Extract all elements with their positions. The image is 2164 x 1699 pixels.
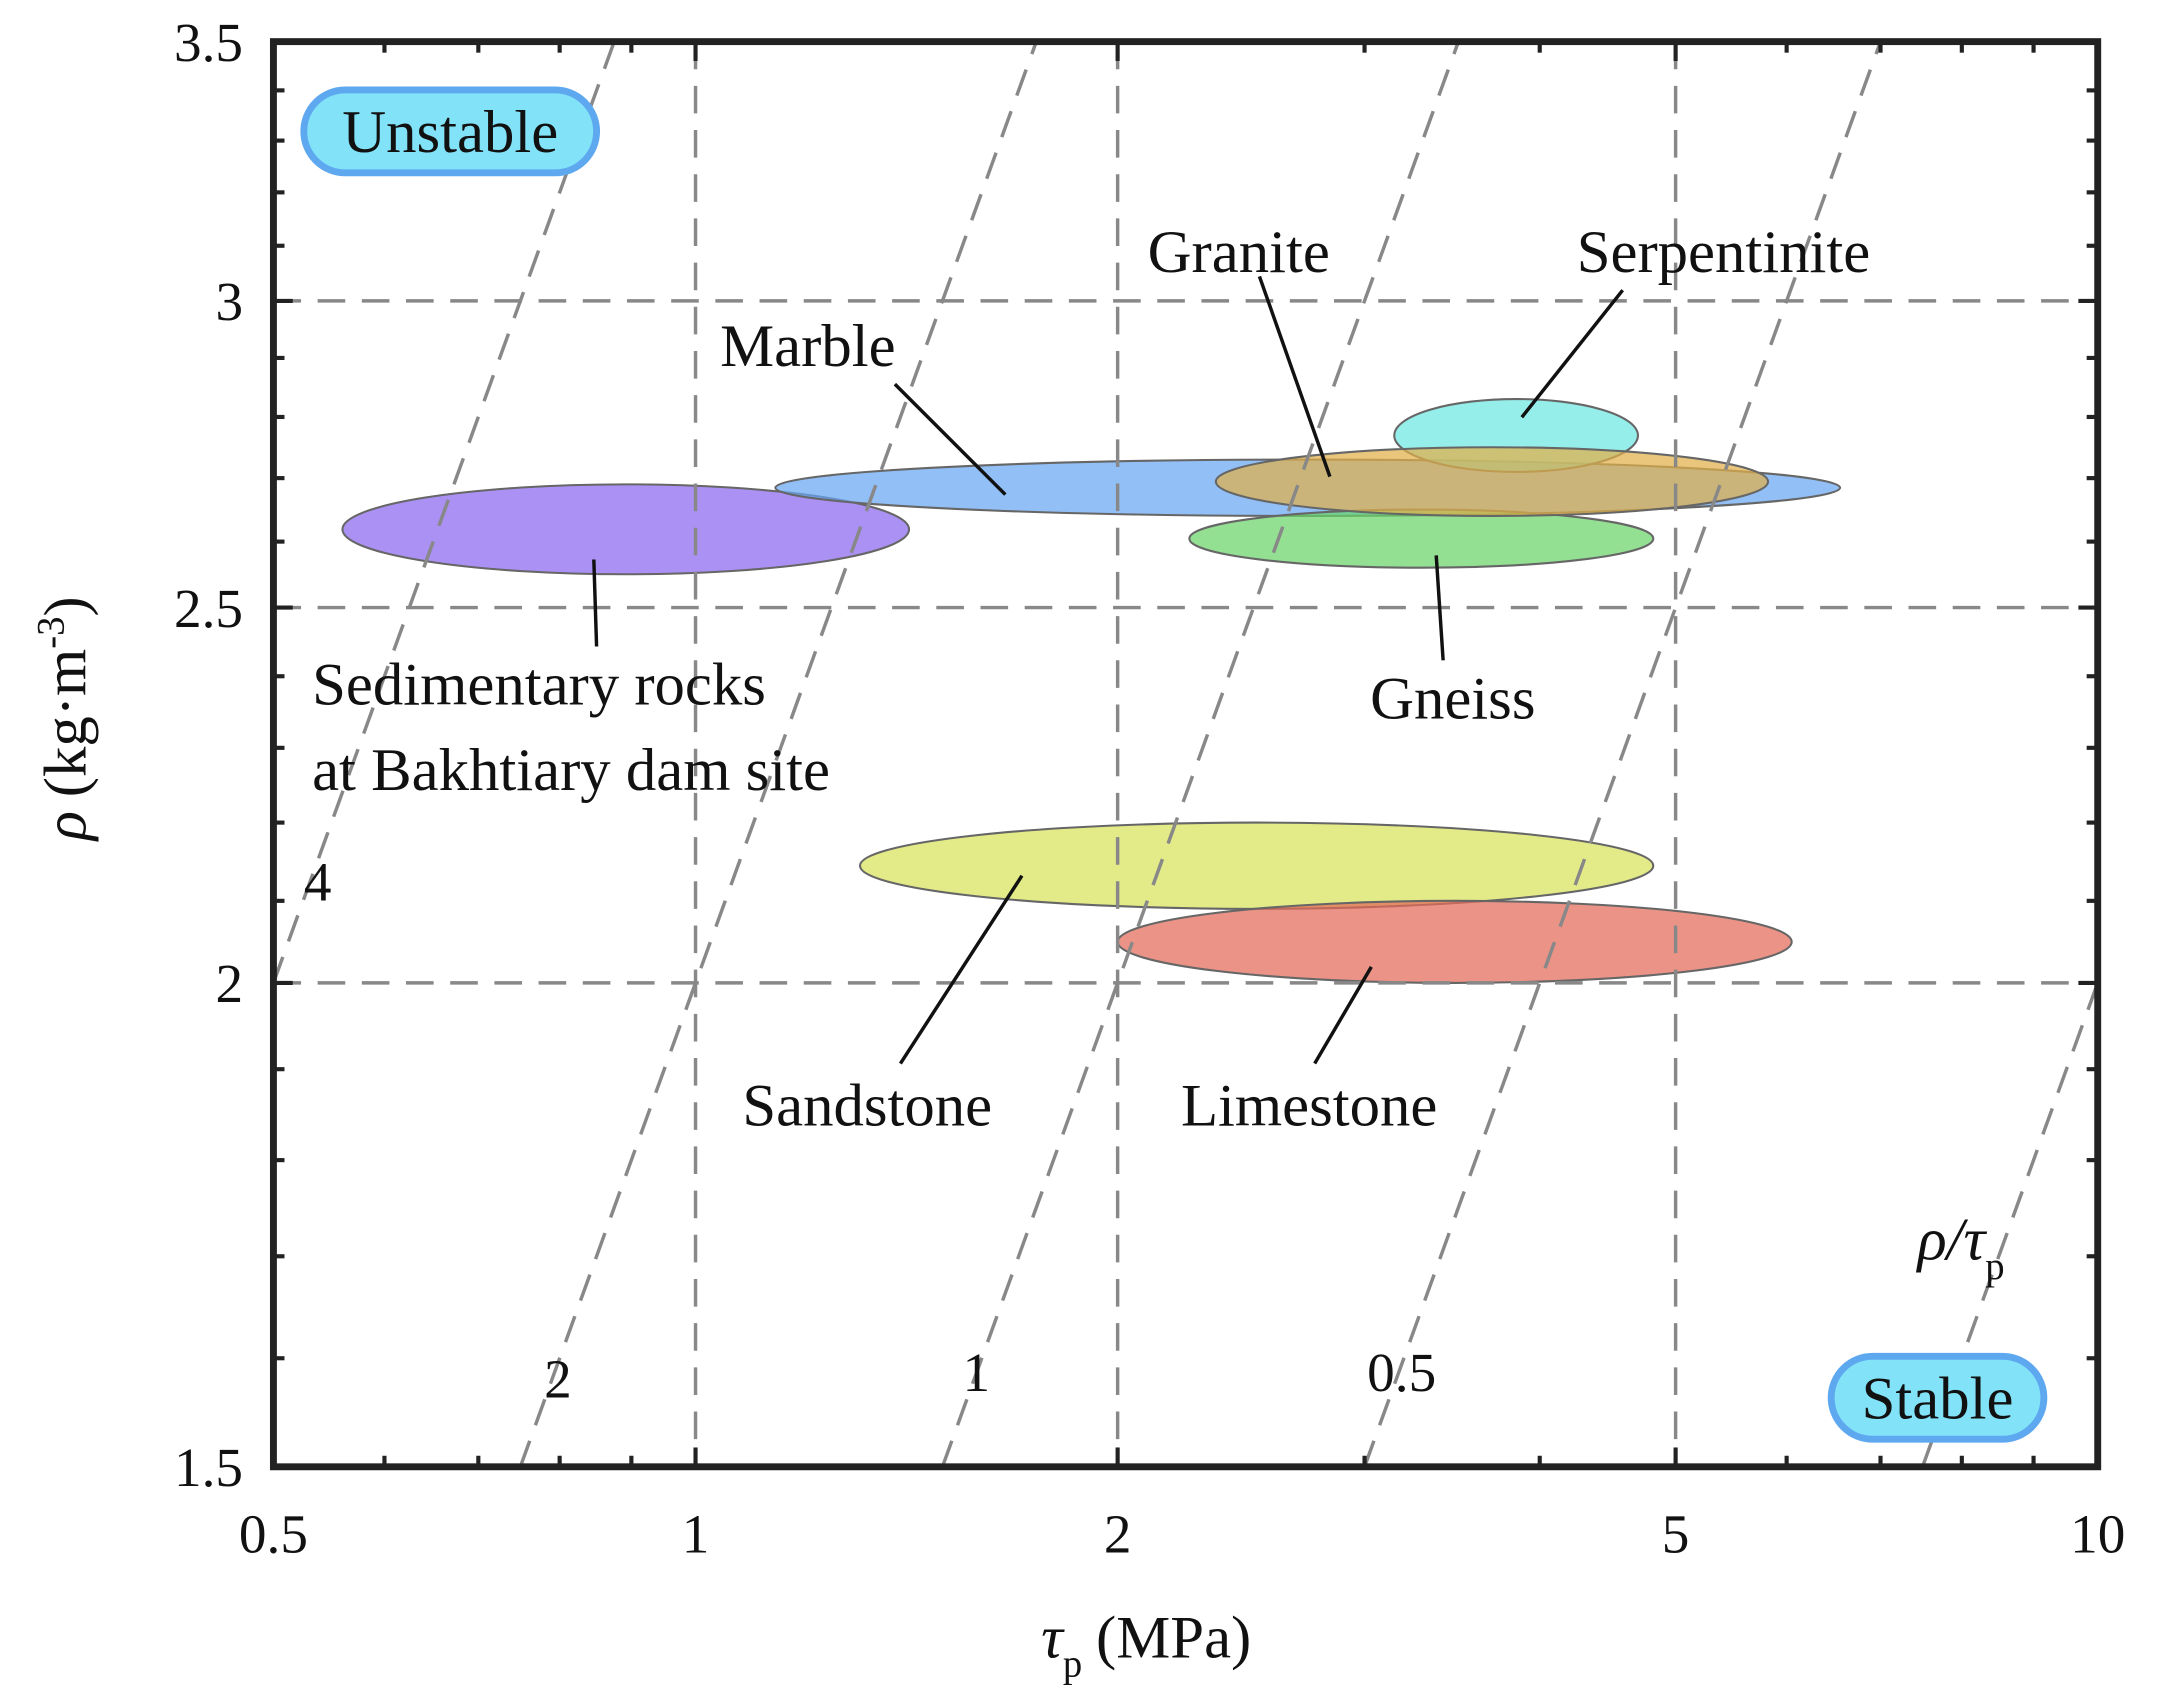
leader-line <box>1520 289 1625 419</box>
y-axis-label: ρ(kg·m-3) <box>31 596 100 842</box>
y-tick-label: 2 <box>215 953 243 1014</box>
y-tick-label: 1.5 <box>174 1437 243 1498</box>
leader-line <box>1313 966 1373 1065</box>
region-label: Serpentinite <box>1577 219 1871 286</box>
x-tick-label: 0.5 <box>239 1503 308 1564</box>
x-tick-label: 10 <box>2070 1503 2125 1564</box>
ratio-line <box>518 41 1038 1468</box>
x-tick-label: 1 <box>682 1503 710 1564</box>
region-label: Sandstone <box>742 1073 992 1140</box>
leader-lines <box>592 275 1625 1065</box>
x-tick-label: 5 <box>1662 1503 1690 1564</box>
ratio-line-label: 2 <box>544 1349 572 1410</box>
region <box>1116 899 1793 984</box>
region <box>1188 508 1655 569</box>
region-label: at Bakhtiary dam site <box>312 737 830 804</box>
ratio-line <box>271 41 616 984</box>
ratio-line-label: 4 <box>304 852 332 913</box>
region-label: Gneiss <box>1370 665 1535 732</box>
ratio-line-label: 1 <box>963 1342 991 1403</box>
zone-box <box>300 86 601 177</box>
ratio-line-label: 0.5 <box>1367 1342 1436 1403</box>
ratio-label: ρ/τp <box>1915 1207 2004 1288</box>
region-label: Sedimentary rocks <box>312 651 766 718</box>
y-tick-label: 3.5 <box>174 12 243 73</box>
leader-line <box>592 559 599 647</box>
region <box>341 483 911 576</box>
ratio-line <box>1362 41 1883 1468</box>
regions <box>341 397 1842 984</box>
region <box>1214 446 1770 517</box>
region <box>858 821 1655 910</box>
ratio-line <box>940 41 1461 1468</box>
plot-frame <box>269 38 2102 1471</box>
leader-line <box>1434 555 1445 661</box>
leader-line <box>893 382 1007 496</box>
leader-line <box>898 874 1024 1065</box>
axes: 4 2 1 0.5 <box>269 38 2102 1471</box>
region-label: Marble <box>720 313 895 380</box>
y-tick-label: 3 <box>215 271 243 332</box>
zone-label: Unstable <box>342 99 558 166</box>
zone-label: Stable <box>1862 1365 2014 1432</box>
y-tick-label: 2.5 <box>174 578 243 639</box>
region-label: Granite <box>1148 219 1330 286</box>
x-axis-label: τp (MPa) <box>1041 1604 1251 1685</box>
zone-box <box>1827 1352 2048 1443</box>
region-label: Limestone <box>1181 1073 1437 1140</box>
leader-line <box>1257 275 1332 478</box>
x-tick-label: 2 <box>1104 1503 1132 1564</box>
